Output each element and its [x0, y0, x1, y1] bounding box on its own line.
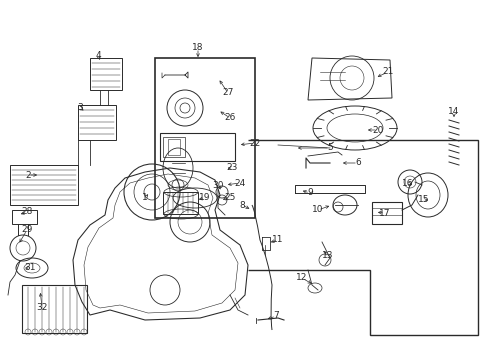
Text: 27: 27	[222, 89, 234, 98]
Text: 17: 17	[379, 208, 391, 217]
Text: 2: 2	[25, 171, 31, 180]
Bar	[160, 133, 235, 161]
Text: 18: 18	[192, 44, 204, 53]
Text: 8: 8	[239, 201, 245, 210]
Text: 4: 4	[95, 50, 101, 59]
Bar	[12, 210, 37, 224]
Text: 10: 10	[312, 206, 324, 215]
Text: 29: 29	[21, 225, 33, 234]
Text: 1: 1	[142, 194, 148, 202]
Text: 7: 7	[273, 311, 279, 320]
Text: 16: 16	[402, 179, 414, 188]
Text: 31: 31	[24, 264, 36, 273]
Text: 28: 28	[21, 207, 33, 216]
Text: 26: 26	[224, 113, 236, 122]
Bar	[168, 139, 180, 155]
Bar	[90, 58, 122, 90]
Bar	[372, 202, 402, 224]
Text: 14: 14	[448, 108, 460, 117]
Text: 20: 20	[372, 126, 384, 135]
Text: 24: 24	[234, 179, 245, 188]
Text: 3: 3	[77, 104, 83, 112]
Bar	[78, 105, 116, 140]
Text: 5: 5	[327, 144, 333, 153]
Text: 22: 22	[249, 139, 261, 148]
Text: 19: 19	[199, 194, 211, 202]
Text: 21: 21	[382, 67, 393, 76]
Bar	[155, 58, 255, 218]
Bar	[22, 285, 87, 333]
Text: 6: 6	[355, 158, 361, 167]
Text: 25: 25	[224, 194, 236, 202]
Text: 23: 23	[226, 163, 238, 172]
Text: 12: 12	[296, 274, 308, 283]
Bar	[163, 192, 198, 214]
Text: 15: 15	[418, 195, 430, 204]
Text: 30: 30	[212, 180, 224, 189]
Text: 13: 13	[322, 251, 334, 260]
Bar	[10, 165, 78, 205]
Text: 9: 9	[307, 189, 313, 198]
Text: 32: 32	[36, 302, 48, 311]
Text: 11: 11	[272, 235, 284, 244]
Bar	[163, 137, 185, 157]
